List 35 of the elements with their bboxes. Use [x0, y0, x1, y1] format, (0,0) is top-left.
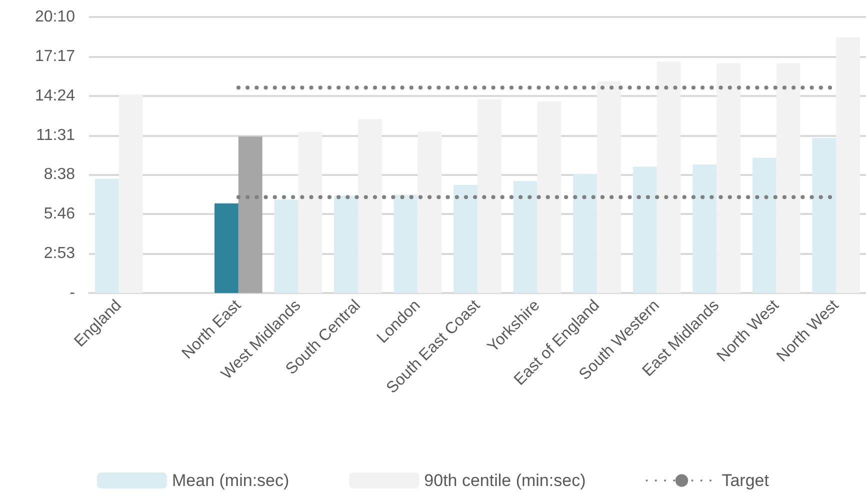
y-tick-label: 11:31 [36, 126, 76, 144]
bar [478, 99, 502, 293]
bar [632, 166, 657, 293]
bar [656, 62, 681, 293]
bar [597, 81, 621, 293]
y-tick-label: 5:46 [44, 206, 76, 223]
bar [513, 180, 538, 293]
bar [537, 102, 562, 293]
y-tick-label: 2:53 [44, 245, 76, 262]
legend-label: Mean (min:sec) [172, 471, 290, 490]
bar [214, 203, 238, 293]
bar [454, 184, 478, 293]
y-tick-label: 14:24 [34, 87, 76, 104]
bar [776, 63, 800, 293]
legend-label: 90th centile (min:sec) [424, 471, 586, 490]
bar [394, 194, 418, 293]
bar [118, 94, 143, 293]
y-tick-label: 20:10 [34, 8, 76, 26]
bar [358, 119, 382, 293]
bar [573, 174, 598, 293]
bar [238, 136, 262, 293]
bar [94, 178, 119, 293]
bar [274, 200, 298, 293]
bar [836, 37, 860, 293]
y-tick-label: 8:38 [44, 166, 76, 184]
bar [716, 63, 740, 293]
bar [692, 164, 717, 293]
legend-label: Target [722, 471, 770, 490]
y-tick-label: 17:17 [34, 48, 76, 65]
bar [752, 158, 776, 293]
bar [812, 138, 836, 293]
y-tick-label: - [70, 284, 75, 302]
bar [334, 196, 358, 293]
bar [298, 132, 322, 293]
bar [418, 132, 442, 293]
